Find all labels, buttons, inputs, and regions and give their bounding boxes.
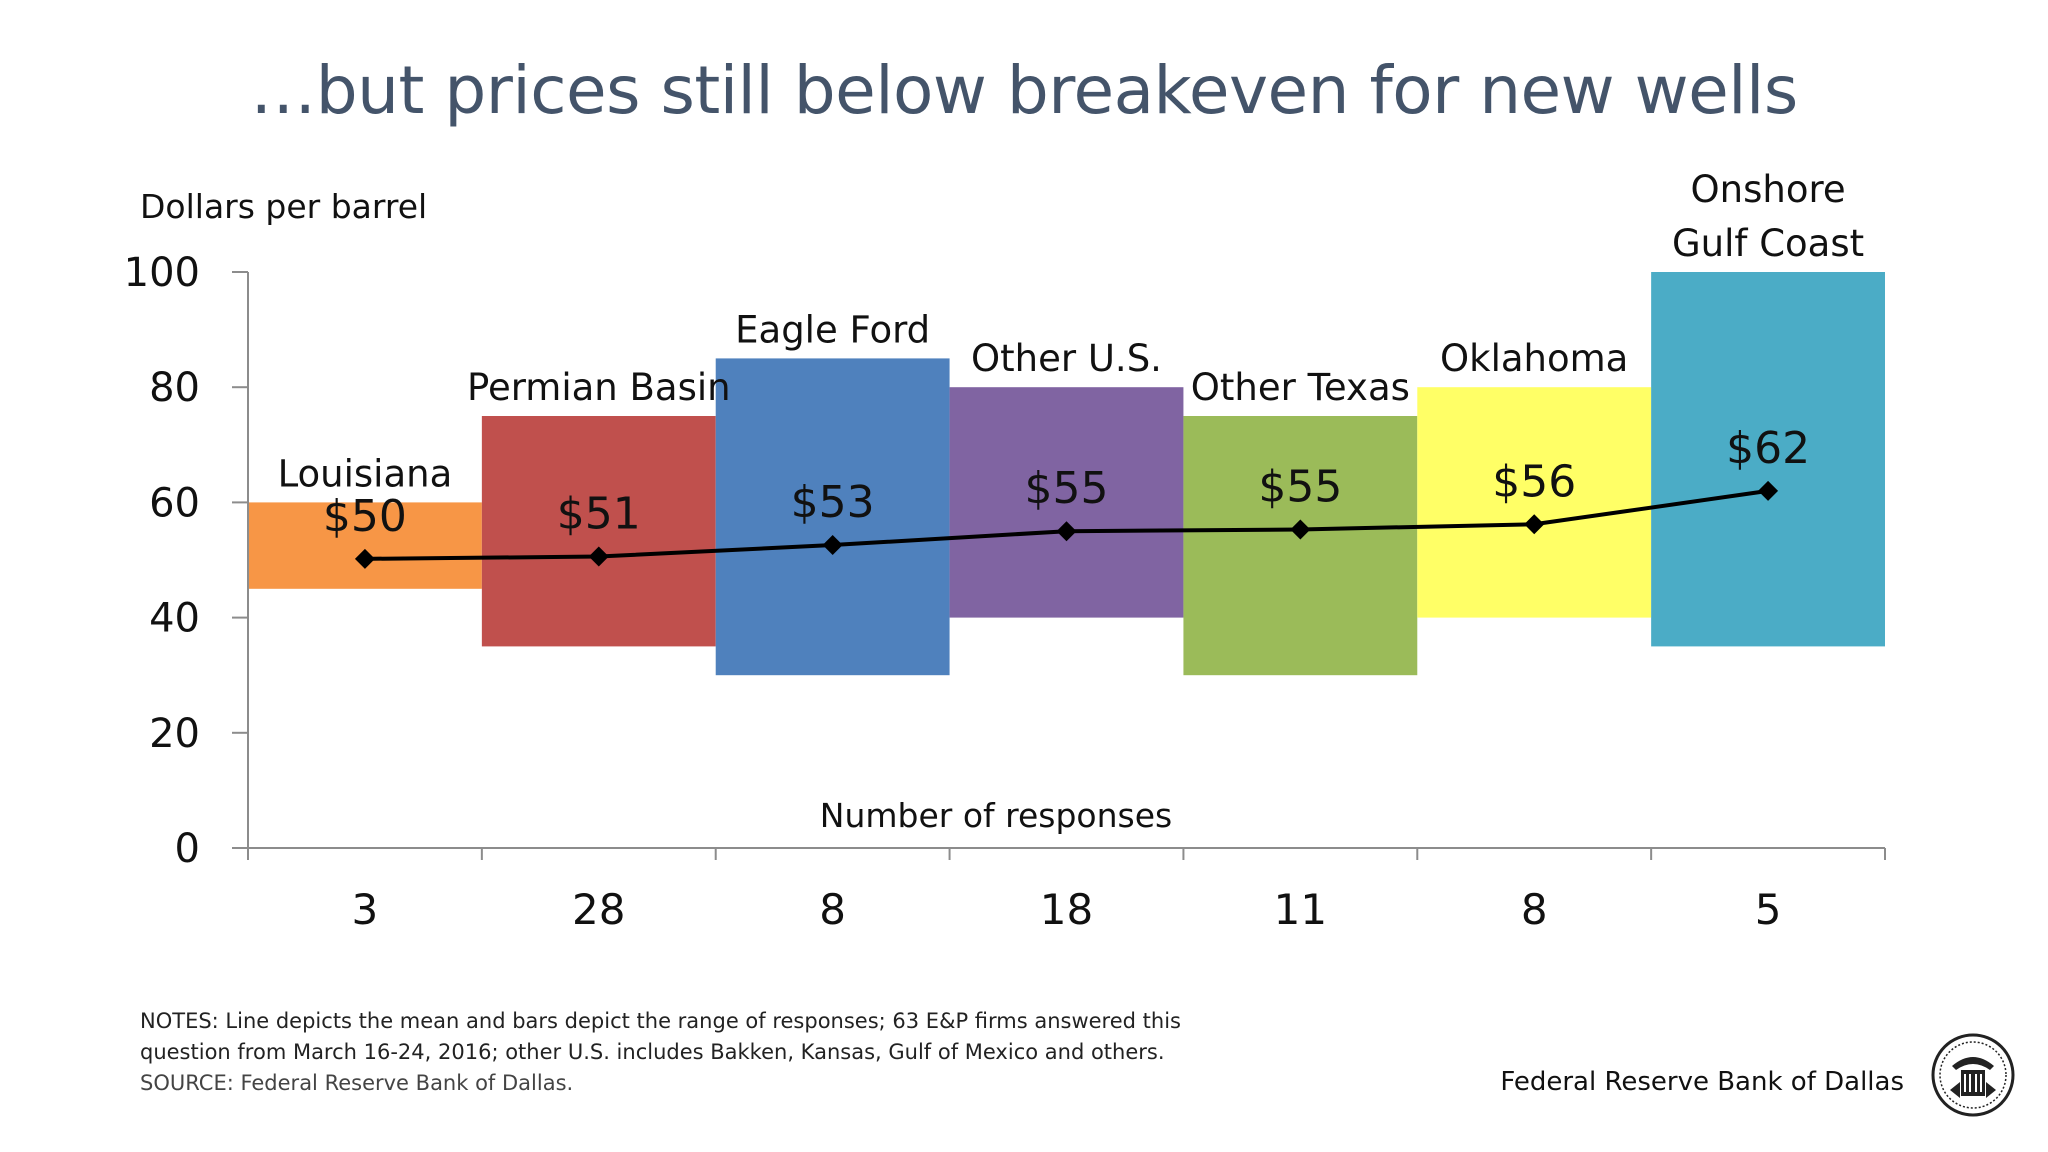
mean-value-label: $53 (791, 477, 875, 528)
range-bar-7 (1651, 272, 1885, 647)
mean-marker (822, 535, 843, 556)
chart: 0 20 40 60 80 100 Dollars per barrel Number of… (124, 168, 1886, 934)
mean-value-label: $62 (1726, 423, 1810, 474)
range-bar-1 (248, 502, 482, 589)
category-label: Oklahoma (1440, 337, 1628, 380)
y-tick-label: 60 (149, 480, 200, 526)
notes-line-2: question from March 16-24, 2016; other U… (140, 1040, 1165, 1064)
response-count: 11 (1274, 885, 1327, 934)
y-tick-label: 20 (149, 711, 200, 757)
category-label: Permian Basin (467, 366, 731, 409)
organization-name: Federal Reserve Bank of Dallas (1500, 1067, 1904, 1097)
mean-marker (1056, 521, 1077, 542)
mean-value-label: $55 (1258, 461, 1342, 512)
range-bar-3 (715, 358, 950, 676)
response-count: 8 (819, 885, 846, 934)
x-axis-label: Number of responses (820, 796, 1172, 835)
category-label: Eagle Ford (735, 308, 930, 351)
mean-value-label: $51 (557, 489, 641, 540)
federal-reserve-seal-icon (1931, 1033, 2015, 1117)
response-count: 8 (1521, 885, 1548, 934)
category-label: Other U.S. (971, 337, 1162, 380)
mean-marker (354, 548, 375, 569)
mean-value-label: $56 (1492, 456, 1576, 507)
notes-line-1: NOTES: Line depicts the mean and bars de… (140, 1009, 1181, 1033)
y-tick-label: 100 (124, 250, 200, 296)
page-title: …but prices still below breakeven for ne… (250, 52, 1798, 129)
mean-marker (1758, 480, 1779, 501)
response-count: 18 (1040, 885, 1093, 934)
y-tick-label: 40 (149, 596, 200, 642)
category-label: Other Texas (1191, 366, 1410, 409)
y-tick-label: 80 (149, 365, 200, 411)
y-tick-label: 0 (175, 826, 200, 872)
response-count: 5 (1755, 885, 1782, 934)
category-label: Louisiana (278, 452, 453, 495)
range-bar-2 (481, 416, 716, 647)
mean-marker (1524, 514, 1545, 535)
mean-value-label: $55 (1025, 463, 1109, 514)
y-axis-label: Dollars per barrel (140, 187, 427, 226)
range-bar-4 (949, 387, 1184, 618)
response-count: 3 (352, 885, 379, 934)
mean-value-label: $50 (323, 491, 407, 542)
category-label: Onshore (1691, 168, 1846, 211)
response-count: 28 (572, 885, 625, 934)
source-note: SOURCE: Federal Reserve Bank of Dallas. (140, 1071, 574, 1095)
mean-marker (1290, 519, 1311, 540)
range-bar-5 (1183, 416, 1418, 676)
category-label: Gulf Coast (1672, 222, 1864, 265)
range-bar-6 (1417, 387, 1652, 618)
notes: NOTES: Line depicts the mean and bars de… (140, 1006, 1181, 1099)
mean-marker (588, 546, 609, 567)
